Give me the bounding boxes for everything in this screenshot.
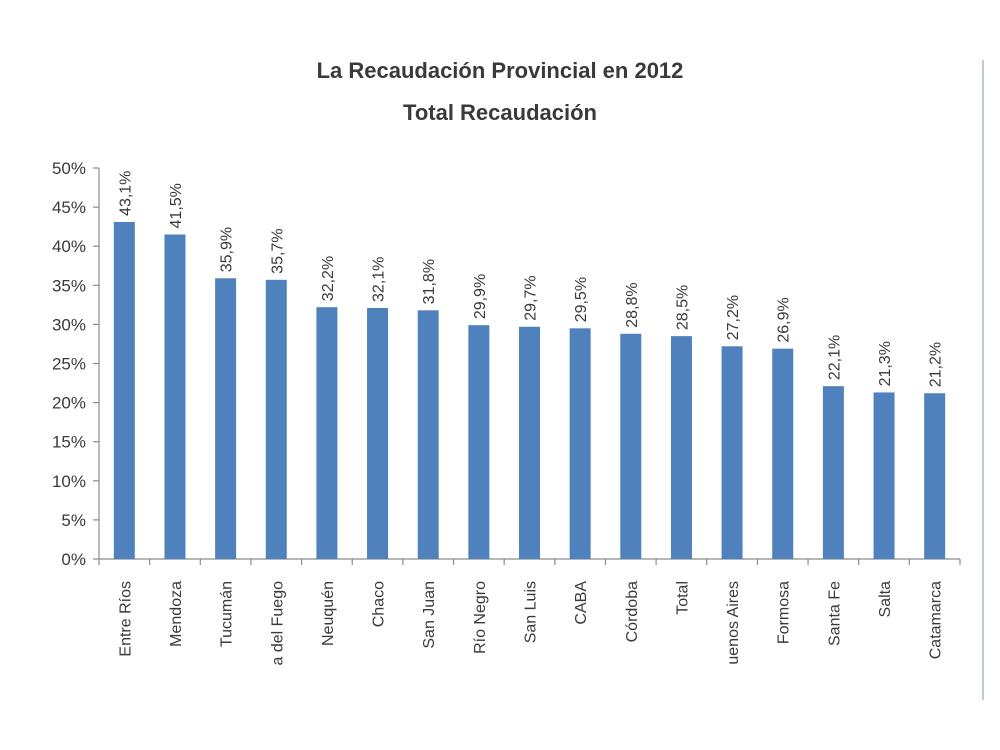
category-label: San Juan bbox=[421, 581, 438, 649]
category-label: a del Fuego bbox=[269, 581, 286, 666]
bar bbox=[822, 386, 844, 559]
y-tick-label: 0% bbox=[61, 550, 86, 569]
data-label: 31,8% bbox=[421, 259, 438, 304]
category-label: Río Negro bbox=[472, 581, 489, 654]
category-label: Neuquén bbox=[320, 581, 337, 646]
data-label: 28,5% bbox=[674, 285, 691, 330]
category-label: Formosa bbox=[776, 581, 793, 644]
bar bbox=[164, 234, 186, 559]
chart-subtitle: Total Recaudación bbox=[403, 100, 597, 125]
divider-line bbox=[982, 60, 984, 700]
category-label: Salta bbox=[877, 581, 894, 618]
data-label: 22,1% bbox=[826, 335, 843, 380]
data-label: 21,2% bbox=[928, 342, 945, 387]
y-tick-label: 25% bbox=[52, 355, 86, 374]
data-label: 35,9% bbox=[219, 227, 236, 272]
data-label: 32,1% bbox=[371, 257, 388, 302]
category-label: Total bbox=[674, 581, 691, 615]
data-label: 28,8% bbox=[624, 282, 641, 327]
y-tick-label: 15% bbox=[52, 433, 86, 452]
bar bbox=[215, 278, 237, 559]
bar bbox=[468, 325, 490, 559]
bar bbox=[620, 333, 642, 559]
bar bbox=[519, 326, 540, 559]
chart-title: La Recaudación Provincial en 2012 bbox=[316, 58, 684, 83]
category-label: uenos Aires bbox=[725, 581, 742, 665]
category-label: Entre Ríos bbox=[117, 581, 134, 657]
category-label: Santa Fe bbox=[826, 581, 843, 646]
data-label: 43,1% bbox=[117, 171, 134, 216]
category-label: Córdoba bbox=[624, 581, 641, 642]
bar bbox=[367, 307, 389, 559]
bar bbox=[772, 348, 794, 559]
data-label: 26,9% bbox=[776, 297, 793, 342]
bar bbox=[265, 279, 287, 559]
category-label: Catamarca bbox=[928, 581, 945, 659]
y-tick-label: 20% bbox=[52, 394, 86, 413]
data-label: 29,7% bbox=[523, 275, 540, 320]
y-tick-label: 35% bbox=[52, 276, 86, 295]
bar bbox=[113, 221, 135, 559]
data-label: 21,3% bbox=[877, 341, 894, 386]
data-label: 27,2% bbox=[725, 295, 742, 340]
bar bbox=[924, 393, 946, 559]
category-label: CABA bbox=[573, 581, 590, 625]
category-label: Mendoza bbox=[168, 581, 185, 647]
category-label: Chaco bbox=[371, 581, 388, 627]
y-tick-label: 5% bbox=[61, 511, 86, 530]
bar bbox=[569, 328, 591, 559]
bar bbox=[316, 307, 338, 559]
bar bbox=[670, 336, 692, 559]
data-label: 29,9% bbox=[472, 274, 489, 319]
bar bbox=[721, 346, 743, 559]
y-tick-label: 40% bbox=[52, 237, 86, 256]
bar bbox=[417, 310, 439, 559]
bar bbox=[873, 392, 895, 559]
y-tick-label: 45% bbox=[52, 198, 86, 217]
y-tick-label: 30% bbox=[52, 315, 86, 334]
data-label: 29,5% bbox=[573, 277, 590, 322]
category-label: San Luis bbox=[523, 581, 540, 643]
y-tick-label: 10% bbox=[52, 472, 86, 491]
data-label: 32,2% bbox=[320, 256, 337, 301]
data-label: 35,7% bbox=[269, 228, 286, 273]
y-tick-label: 50% bbox=[52, 159, 86, 178]
category-label: Tucumán bbox=[219, 581, 236, 647]
data-label: 41,5% bbox=[168, 183, 185, 228]
